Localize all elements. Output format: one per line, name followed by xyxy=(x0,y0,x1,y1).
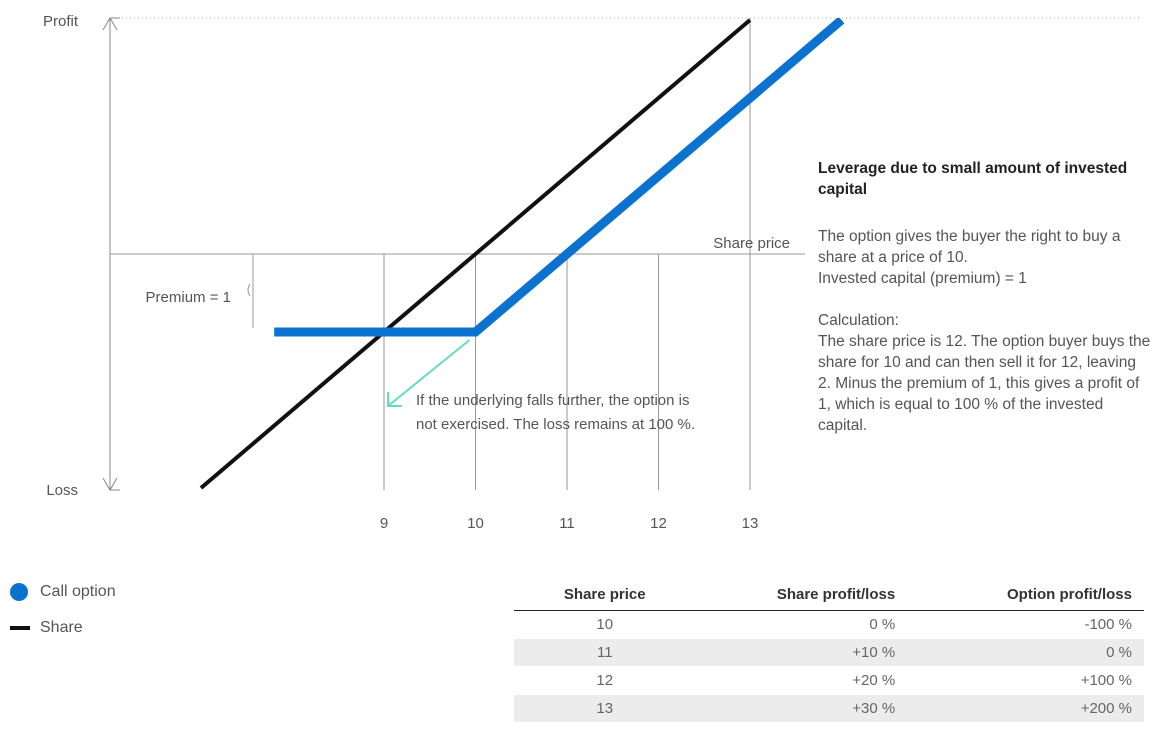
chart-series xyxy=(199,18,845,490)
arrow-line xyxy=(387,339,471,407)
explanation-title: Leverage due to small amount of invested… xyxy=(818,160,1128,198)
x-tick-label-11: 11 xyxy=(559,515,575,532)
explanation-paragraph-1: The option gives the buyer the right to … xyxy=(818,228,1121,287)
table-cell-share-price: 10 xyxy=(514,610,696,639)
legend-item-call-option: Call option xyxy=(10,581,116,603)
table-cell-option-profit: +200 % xyxy=(907,694,1144,723)
x-tick-label-9: 9 xyxy=(380,515,388,532)
table-row: 10 0 % -100 % xyxy=(514,610,1144,639)
table-header-row: Share price Share profit/loss Option pro… xyxy=(514,578,1144,611)
table-cell-share-price: 11 xyxy=(514,638,696,667)
table-cell-share-price: 12 xyxy=(514,666,696,695)
legend-label-share: Share xyxy=(40,619,83,636)
premium-brace-icon xyxy=(247,283,251,297)
series-line-share xyxy=(199,18,752,490)
table-header-option-profit-loss: Option profit/loss xyxy=(907,578,1144,611)
profit-loss-table: Share price Share profit/loss Option pro… xyxy=(514,578,1144,723)
table-header-share-profit-loss: Share profit/loss xyxy=(695,578,908,611)
arrow-head-icon xyxy=(387,392,402,407)
black-dash-icon xyxy=(10,626,30,630)
y-axis-label-profit: Profit xyxy=(43,13,79,30)
explanation-panel: Leverage due to small amount of invested… xyxy=(818,158,1152,436)
blue-dot-icon xyxy=(10,583,28,601)
table-row: 11 +10 % 0 % xyxy=(514,638,1144,667)
arrow-note-line-2: not exercised. The loss remains at 100 %… xyxy=(416,416,695,433)
table-row: 12 +20 % +100 % xyxy=(514,666,1144,695)
table-cell-share-profit: +10 % xyxy=(695,638,908,667)
table-cell-share-profit: +30 % xyxy=(695,694,908,723)
table-row: 13 +30 % +200 % xyxy=(514,694,1144,723)
table-header-share-price: Share price xyxy=(514,578,696,611)
legend-label-call-option: Call option xyxy=(40,583,116,600)
premium-label: Premium = 1 xyxy=(146,289,231,306)
table-cell-share-price: 13 xyxy=(514,694,696,723)
table-cell-option-profit: +100 % xyxy=(907,666,1144,695)
x-tick-label-13: 13 xyxy=(742,515,759,532)
x-tick-label-10: 10 xyxy=(467,515,484,532)
chart-annotations: Premium = 1 If the underlying falls furth… xyxy=(146,254,695,433)
legend-item-share: Share xyxy=(10,617,116,639)
table-cell-option-profit: -100 % xyxy=(907,610,1144,639)
table-cell-share-profit: +20 % xyxy=(695,666,908,695)
table-cell-share-profit: 0 % xyxy=(695,610,908,639)
series-line-call-option xyxy=(274,18,845,337)
chart-axes: 9 10 11 12 13 xyxy=(102,17,805,532)
arrow-note-line-1: If the underlying falls further, the opt… xyxy=(416,392,690,409)
x-axis-label-share-price: Share price xyxy=(713,235,790,252)
y-axis-label-loss: Loss xyxy=(46,482,78,499)
explanation-paragraph-2: Calculation: The share price is 12. The … xyxy=(818,312,1151,434)
table-cell-option-profit: 0 % xyxy=(907,638,1144,667)
payoff-chart: 9 10 11 12 13 Premium = 1 If the underlying f… xyxy=(43,13,1140,532)
x-tick-label-12: 12 xyxy=(650,515,667,532)
chart-legend: Call option Share xyxy=(10,581,116,653)
chart-grid xyxy=(110,17,1140,490)
